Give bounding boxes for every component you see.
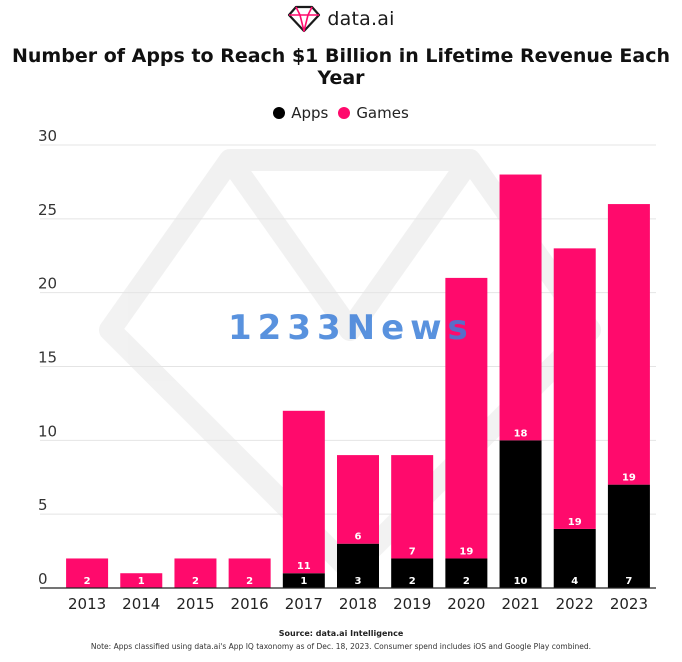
brand-logo: data.ai	[0, 4, 682, 34]
bar-apps-2018	[337, 543, 379, 588]
data-label-apps-2020: 2	[463, 576, 470, 587]
bar-apps-2021	[499, 440, 542, 588]
note-text: Note: Apps classified using data.ai's Ap…	[90, 642, 592, 651]
x-tick-label-2021: 2021	[501, 595, 539, 613]
y-tick-label: 0	[38, 570, 48, 588]
bar-games-2020	[445, 277, 488, 559]
x-tick-label-2023: 2023	[610, 595, 648, 613]
bar-apps-2017	[282, 573, 325, 588]
x-tick-label-2013: 2013	[68, 595, 106, 613]
data-label-games-2023: 19	[622, 473, 636, 484]
bar-games-2018	[337, 455, 379, 544]
data-label-games-2015: 2	[192, 576, 199, 587]
x-tick-label-2016: 2016	[231, 595, 269, 613]
x-tick-label-2019: 2019	[393, 595, 431, 613]
bar-games-2017	[282, 410, 325, 574]
data-label-apps-2022: 4	[571, 576, 578, 587]
legend-item-apps: Apps	[273, 104, 328, 122]
data-label-games-2018: 6	[355, 532, 362, 543]
legend-label-apps: Apps	[291, 104, 329, 122]
legend-swatch-games	[338, 107, 351, 119]
data-label-apps-2019: 2	[409, 576, 416, 587]
data-label-games-2022: 19	[568, 517, 582, 528]
data-label-games-2014: 1	[138, 576, 145, 587]
axes: 0 5 10 15 20 25 30 2013 2014 2015 2016 2017 2018 2019…	[38, 127, 656, 613]
bar-games-2014	[120, 573, 163, 588]
x-tick-label-2022: 2022	[556, 595, 594, 613]
bar-games-2015	[174, 558, 217, 588]
watermark-text: 1233News	[228, 308, 474, 348]
bar-apps-2019	[391, 558, 434, 588]
bar-games-2022	[553, 248, 596, 529]
data-label-games-2016: 2	[246, 576, 253, 587]
bar-games-2019	[391, 455, 434, 559]
source-text: Source: data.ai Intelligence	[278, 629, 404, 638]
x-tick-label-2015: 2015	[176, 595, 214, 613]
bar-games-2023	[607, 204, 650, 485]
legend-swatch-apps	[273, 107, 286, 119]
chart-legend: Apps Games	[0, 104, 682, 122]
bar-apps-2023	[607, 484, 650, 588]
bar-apps-2020	[445, 558, 488, 588]
y-tick-label: 20	[38, 275, 57, 293]
legend-label-games: Games	[356, 104, 409, 122]
bar-games-2013	[66, 558, 109, 588]
data-label-apps-2021: 10	[514, 576, 528, 587]
x-tick-label-2018: 2018	[339, 595, 377, 613]
bar-games-2016	[228, 558, 271, 588]
chart-title: Number of Apps to Reach $1 Billion in Li…	[12, 45, 670, 89]
y-tick-label: 25	[38, 201, 57, 219]
y-tick-label: 10	[38, 422, 57, 440]
data-label-games-2013: 2	[84, 576, 91, 587]
data-label-games-2019: 7	[409, 546, 416, 557]
bar-games-2021	[499, 174, 542, 441]
x-tick-label-2020: 2020	[447, 595, 485, 613]
x-tick-label-2017: 2017	[285, 595, 323, 613]
legend-item-games: Games	[338, 104, 409, 122]
diamond-logo-icon	[288, 5, 321, 33]
bar-apps-2022	[553, 528, 596, 588]
x-tick-label-2014: 2014	[122, 595, 160, 613]
data-label-games-2021: 18	[514, 428, 528, 439]
data-label-apps-2023: 7	[625, 576, 632, 587]
data-label-games-2017: 11	[297, 561, 311, 572]
data-label-apps-2018: 3	[355, 576, 362, 587]
y-tick-label: 5	[38, 496, 48, 514]
grid-lines	[40, 144, 656, 515]
y-tick-label: 30	[38, 127, 57, 145]
brand-name: data.ai	[327, 8, 395, 30]
data-label-games-2020: 19	[459, 546, 473, 557]
bars	[66, 174, 650, 588]
data-label-apps-2017: 1	[300, 576, 307, 587]
y-tick-label: 15	[38, 349, 57, 367]
